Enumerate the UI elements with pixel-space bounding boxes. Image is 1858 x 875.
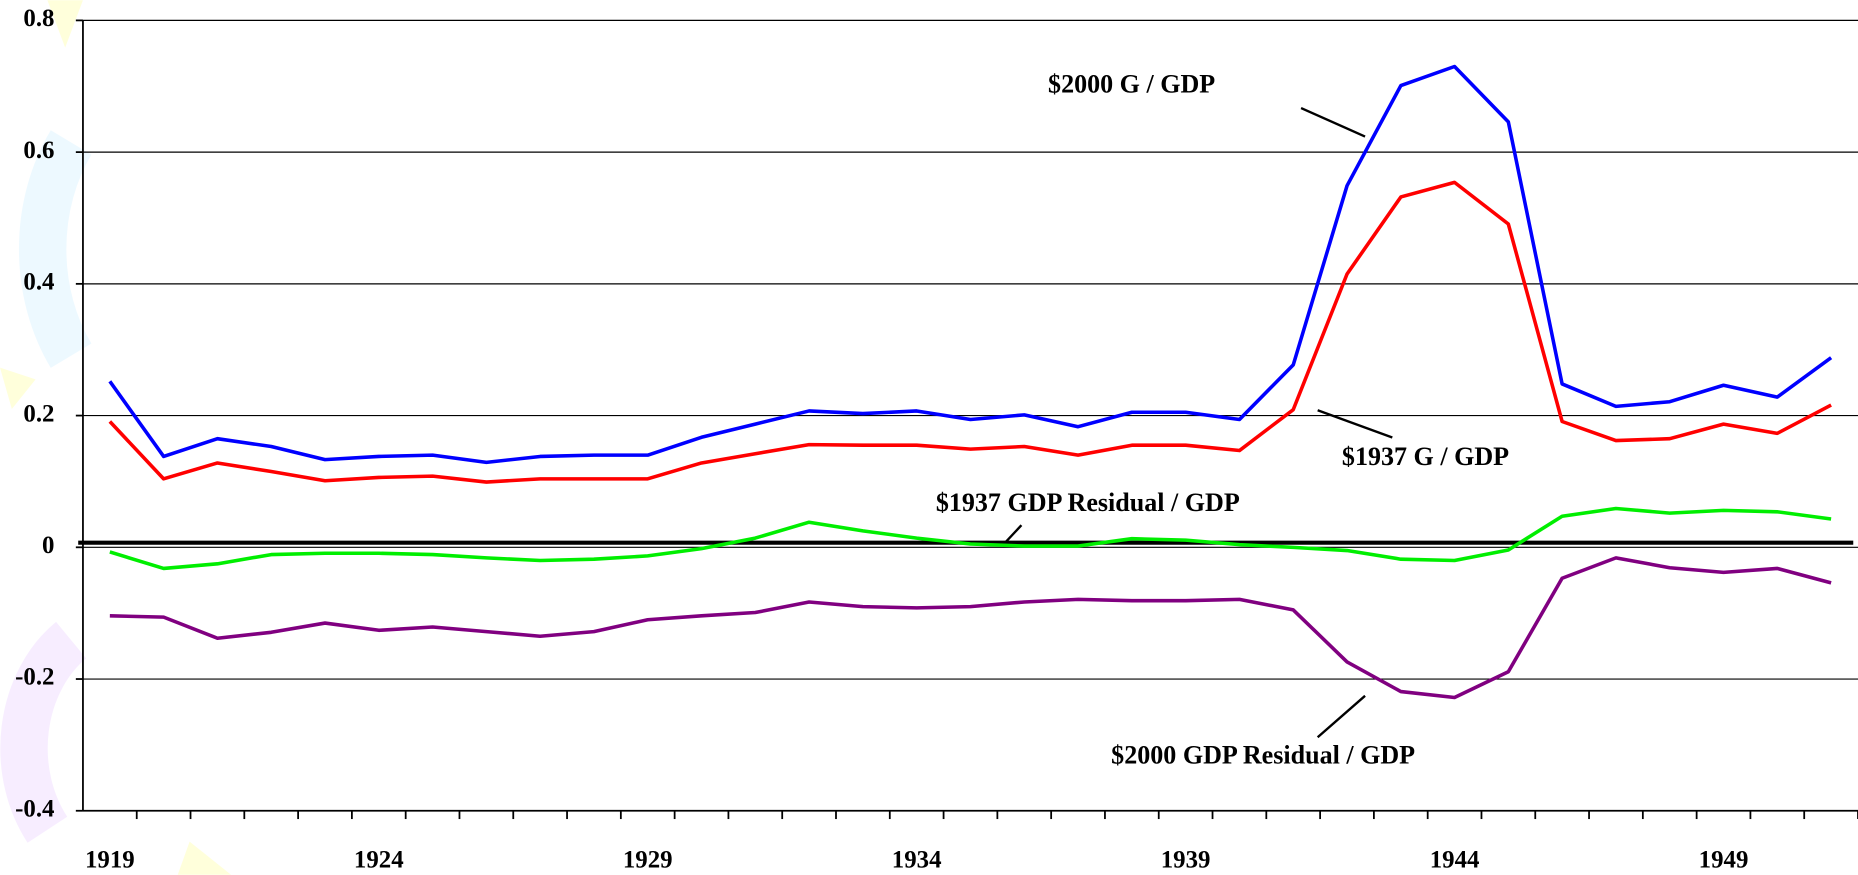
y-tick-label: -0.4 [15,795,54,822]
x-tick-label: 1929 [623,846,673,873]
background-decoration [0,0,232,875]
series-line [108,180,1832,484]
annotation: $2000 GDP Residual / GDP [1111,740,1415,769]
y-tick-label: -0.2 [15,664,54,691]
x-tick-label: 1949 [1699,846,1749,873]
annotation: $1937 G / GDP [1342,442,1509,471]
x-tick-label: 1924 [354,846,404,873]
series-line [109,506,1832,571]
y-tick-label: 0.6 [23,137,54,164]
y-tick-label: 0.8 [23,5,54,32]
annotation: $2000 G / GDP [1048,70,1215,99]
x-tick-label: 1939 [1161,846,1211,873]
y-tick-label: 0.2 [23,400,54,427]
series-line [109,556,1832,700]
y-tick-label: 0.4 [23,269,54,296]
annotation-leaders [1003,107,1393,739]
x-tick-label: 1934 [892,846,942,873]
y-tick-label: 0 [42,532,54,559]
annotation: $1937 GDP Residual / GDP [936,488,1240,517]
series-line [108,64,1833,465]
x-tick-label: 1919 [85,846,135,873]
x-tick-label: 1944 [1430,846,1480,873]
